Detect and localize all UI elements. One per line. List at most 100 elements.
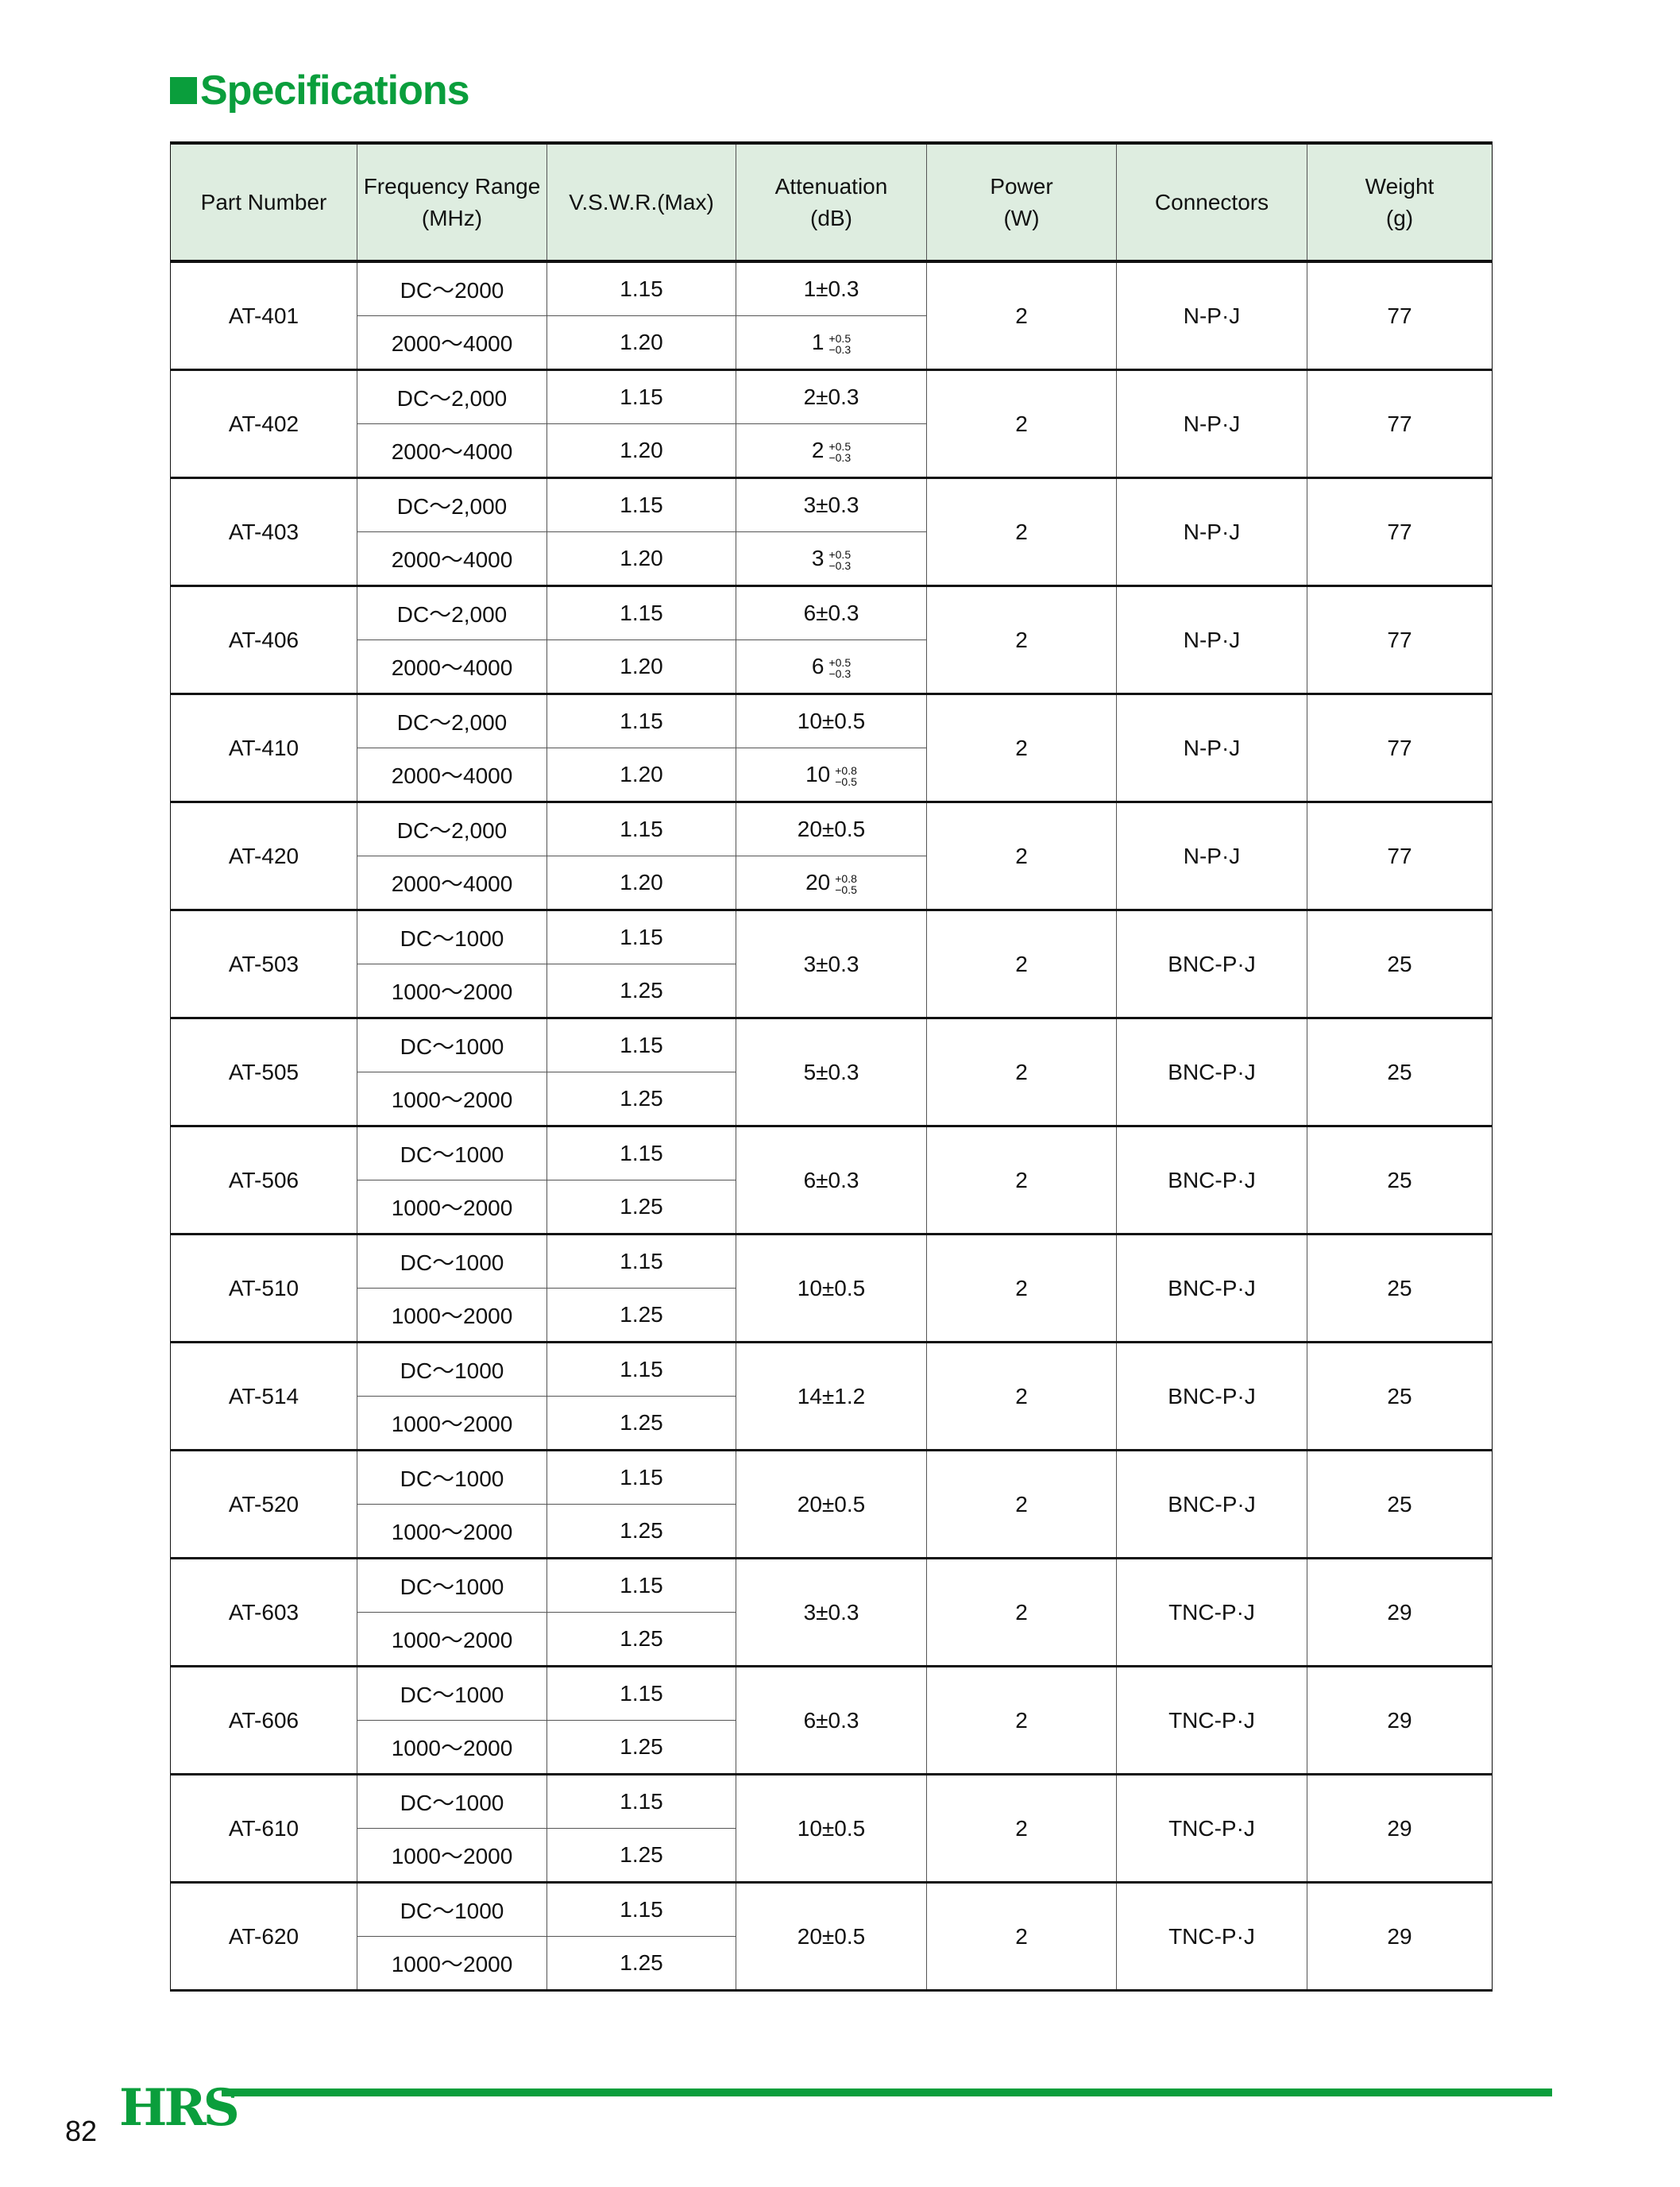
weight-cell: 77 [1307,693,1493,803]
attenuation-cell: 3±0.3 [736,1557,927,1667]
weight-cell: 77 [1307,260,1493,371]
power-cell: 2 [926,1449,1117,1559]
attenuation-nominal: 6 [811,654,825,678]
connector-cell: N-P·J [1116,369,1307,479]
weight-cell: 77 [1307,477,1493,587]
weight-cell: 77 [1307,369,1493,479]
weight-cell: 25 [1307,1233,1493,1343]
hrs-logo: HRS [119,2078,240,2138]
vswr-cell: 1.25 [546,1936,736,1992]
vswr-cell: 1.15 [546,1665,736,1721]
tolerance-minus: −0.5 [835,883,857,896]
part-number-cell: AT-401 [170,260,357,371]
table-row: AT-506 DC～1000 1.15 6±0.3 2 BNC-P·J 25 [170,1125,1493,1235]
vswr-cell: 1.20 [546,423,736,478]
attenuation-cell: 6 +0.5 −0.3 [736,639,927,694]
power-cell: 2 [926,1773,1117,1884]
power-cell: 2 [926,1881,1117,1992]
part-number-cell: AT-514 [170,1341,357,1451]
connector-cell: TNC-P·J [1116,1557,1307,1667]
vswr-cell: 1.25 [546,1396,736,1451]
connector-cell: BNC-P·J [1116,1017,1307,1127]
connector-cell: BNC-P·J [1116,909,1307,1019]
frequency-cell: DC～1000 [357,1233,547,1289]
vswr-cell: 1.20 [546,639,736,694]
square-bullet-icon [170,77,197,104]
frequency-cell: DC～1000 [357,1017,547,1072]
attenuation-tolerance: +0.8 −0.5 [835,765,857,787]
vswr-cell: 1.15 [546,369,736,424]
frequency-cell: DC～2,000 [357,693,547,748]
tolerance-minus: −0.3 [828,342,852,356]
part-number-cell: AT-505 [170,1017,357,1127]
table-row: AT-401 DC～2000 1.15 1±0.3 2 N-P·J 77 [170,260,1493,371]
part-number-cell: AT-410 [170,693,357,803]
attenuation-tolerance: +0.5 −0.3 [828,441,851,463]
part-number-cell: AT-610 [170,1773,357,1884]
weight-cell: 25 [1307,1125,1493,1235]
vswr-cell: 1.25 [546,1504,736,1559]
weight-cell: 29 [1307,1557,1493,1667]
part-number-cell: AT-406 [170,585,357,695]
power-cell: 2 [926,585,1117,695]
frequency-cell: 1000～2000 [357,1072,547,1126]
part-number-cell: AT-603 [170,1557,357,1667]
table-subrow: 2000～4000 1.20 1 +0.5 −0.3 [171,315,1493,370]
vswr-cell: 1.15 [546,1557,736,1613]
attenuation-cell: 10±0.5 [736,1233,927,1343]
attenuation-nominal: 2 [811,438,825,462]
attenuation-cell: 6±0.3 [736,1125,927,1235]
table-subrow: 1000～2000 1.25 [171,1396,1493,1451]
attenuation-cell: 2±0.3 [736,369,927,424]
frequency-cell: 2000～4000 [357,748,547,802]
table-header-row: Part Number Frequency Range (MHz) V.S.W.R… [170,141,1493,263]
vswr-cell: 1.25 [546,964,736,1018]
power-cell: 2 [926,260,1117,371]
table-row: AT-520 DC～1000 1.15 20±0.5 2 BNC-P·J 25 [170,1449,1493,1559]
table-row: AT-620 DC～1000 1.15 20±0.5 2 TNC-P·J 29 [170,1881,1493,1992]
weight-cell: 25 [1307,1449,1493,1559]
part-number-cell: AT-606 [170,1665,357,1775]
attenuation-nominal: 3 [811,546,825,570]
attenuation-cell: 1 +0.5 −0.3 [736,315,927,370]
table-row: AT-403 DC～2,000 1.15 3±0.3 2 N-P·J 77 [170,477,1493,587]
weight-cell: 29 [1307,1881,1493,1992]
table-subrow: 1000～2000 1.25 [171,1072,1493,1126]
part-number-cell: AT-510 [170,1233,357,1343]
attenuation-cell: 6±0.3 [736,1665,927,1775]
attenuation-cell: 3±0.3 [736,477,927,532]
frequency-cell: DC～1000 [357,1557,547,1613]
attenuation-cell: 3±0.3 [736,909,927,1019]
vswr-cell: 1.25 [546,1288,736,1343]
header-frequency-range: Frequency Range (MHz) [357,141,547,263]
header-power: Power (W) [926,141,1117,263]
attenuation-tolerance: +0.5 −0.3 [828,549,851,571]
tolerance-plus: +0.8 [835,871,857,885]
table-row: AT-606 DC～1000 1.15 6±0.3 2 TNC-P·J 29 [170,1665,1493,1775]
table-subrow: 1000～2000 1.25 [171,1828,1493,1883]
weight-cell: 29 [1307,1665,1493,1775]
table-subrow: 1000～2000 1.25 [171,964,1493,1018]
frequency-cell: 2000～4000 [357,423,547,478]
connector-cell: BNC-P·J [1116,1341,1307,1451]
header-weight: Weight (g) [1307,141,1493,263]
connector-cell: N-P·J [1116,260,1307,371]
power-cell: 2 [926,693,1117,803]
table-row: AT-510 DC～1000 1.15 10±0.5 2 BNC-P·J 25 [170,1233,1493,1343]
vswr-cell: 1.15 [546,1773,736,1829]
attenuation-nominal: 10 [805,762,831,786]
power-cell: 2 [926,1341,1117,1451]
power-cell: 2 [926,909,1117,1019]
frequency-cell: 2000～4000 [357,856,547,910]
attenuation-nominal: 1 [811,330,825,354]
frequency-cell: 1000～2000 [357,1504,547,1559]
table-subrow: 2000～4000 1.20 6 +0.5 −0.3 [171,639,1493,694]
frequency-cell: DC～1000 [357,1773,547,1829]
connector-cell: TNC-P·J [1116,1773,1307,1884]
frequency-cell: 1000～2000 [357,1612,547,1667]
header-part-number: Part Number [170,141,357,263]
frequency-cell: 2000～4000 [357,639,547,694]
frequency-cell: 1000～2000 [357,1396,547,1451]
header-connectors: Connectors [1116,141,1307,263]
vswr-cell: 1.15 [546,1017,736,1072]
